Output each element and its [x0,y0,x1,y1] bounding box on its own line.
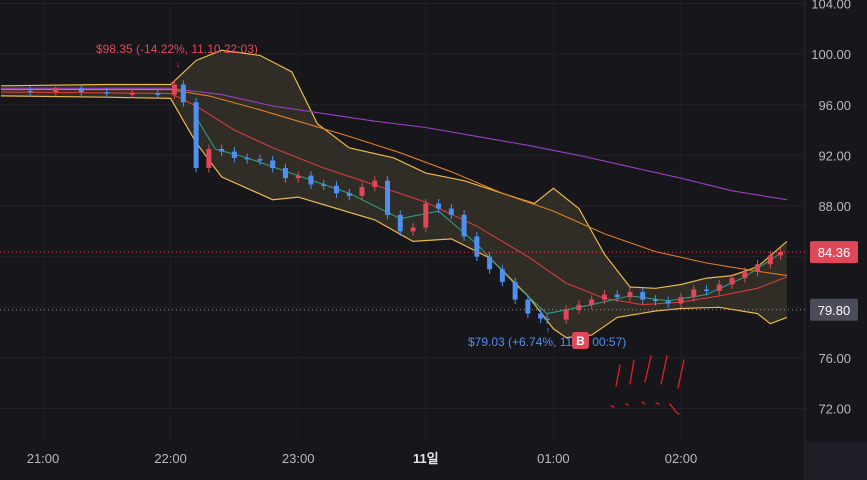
candle-body [538,313,544,319]
candle-body [295,175,301,179]
handwriting-scribble [610,355,685,415]
axis-corner [807,442,867,480]
candle-body [640,292,646,300]
x-axis: 21:00 22:00 23:00 11일 01:00 02:00 [27,451,698,466]
y-tick-label: 88.00 [818,199,851,214]
candle-body [257,159,263,161]
candle-body [778,252,784,256]
candle-body [627,292,633,298]
candle-body [563,309,569,320]
candle-body [219,149,225,152]
candle-body [244,157,250,160]
candle-body [359,187,365,196]
candle-body [171,84,177,95]
high-marker-icon: ↓ [176,59,181,69]
reference-price-label: 79.80 [818,303,851,318]
ma-slow-line [0,89,787,277]
current-price-label: 84.36 [818,245,851,260]
y-tick-label: 76.00 [818,351,851,366]
candle-body [601,294,607,300]
candle-body [499,269,505,282]
candle-body [53,88,59,93]
candle-body [423,203,429,228]
candle-body [614,294,620,298]
candle-body [448,208,454,215]
candle-body [308,175,314,185]
candle-body [346,193,352,196]
y-tick-label: 100.00 [811,47,851,62]
candle-body [755,264,761,272]
candle-body [525,299,531,314]
candle-body [767,255,773,265]
bollinger-upper-line [0,49,788,289]
price-tags: 84.36 79.80 [810,241,858,321]
candle-body [512,281,518,300]
candle-body [129,93,135,95]
candle-body [589,299,595,305]
moving-averages [0,87,788,315]
y-tick-label: 72.00 [818,402,851,417]
annotations: $98.35 (-14.22%, 11.10 22:03) ↓ $79.03 (… [96,42,685,415]
candle-body [678,297,684,304]
low-marker-icon: ↑ [546,325,551,335]
candle-body [385,180,391,215]
candle-body [474,236,480,257]
candle-body [193,102,199,169]
x-tick-label: 01:00 [537,451,570,466]
x-tick-label: 02:00 [665,451,698,466]
candle-body [104,92,110,94]
candle-body [333,185,339,194]
candle-body [155,93,161,95]
candle-body [78,88,84,93]
x-tick-label: 21:00 [27,451,60,466]
candle-body [270,160,276,169]
bollinger-lower-line [0,95,788,339]
candle-body [321,184,327,186]
high-annotation: $98.35 (-14.22%, 11.10 22:03) [96,42,258,56]
candle-body [691,289,697,298]
buy-badge-label: B [576,334,585,348]
candle-body [665,300,671,304]
x-tick-label: 11일 [413,451,439,466]
candle-body [397,214,403,232]
candle-body [436,203,442,209]
candle-body [27,90,33,93]
candle-body [231,151,237,158]
low-annotation: $79.03 (+6.74%, 11.10 00:57) [468,335,626,349]
candle-body [180,84,186,103]
x-tick-label: 23:00 [282,451,315,466]
reference-price-tag [810,298,858,321]
candle-body [742,271,748,279]
candle-body [652,299,658,302]
candle-body [487,256,493,270]
candle-body [282,168,288,179]
candle-body [729,278,735,285]
candle-body [716,284,722,291]
candle-body [372,180,378,188]
candle-body [206,149,212,169]
ma-long-line [0,87,787,201]
current-price-tag [810,241,858,264]
x-tick-label: 22:00 [154,451,187,466]
y-tick-label: 96.00 [818,98,851,113]
candle-body [544,318,550,321]
candle-body [410,227,416,232]
candle-body [461,214,467,237]
buy-badge[interactable] [572,332,589,349]
candle-body [576,304,582,310]
y-tick-label: 104.00 [811,0,851,12]
candle-body [704,289,710,292]
y-tick-label: 92.00 [818,148,851,163]
candles [27,80,784,324]
